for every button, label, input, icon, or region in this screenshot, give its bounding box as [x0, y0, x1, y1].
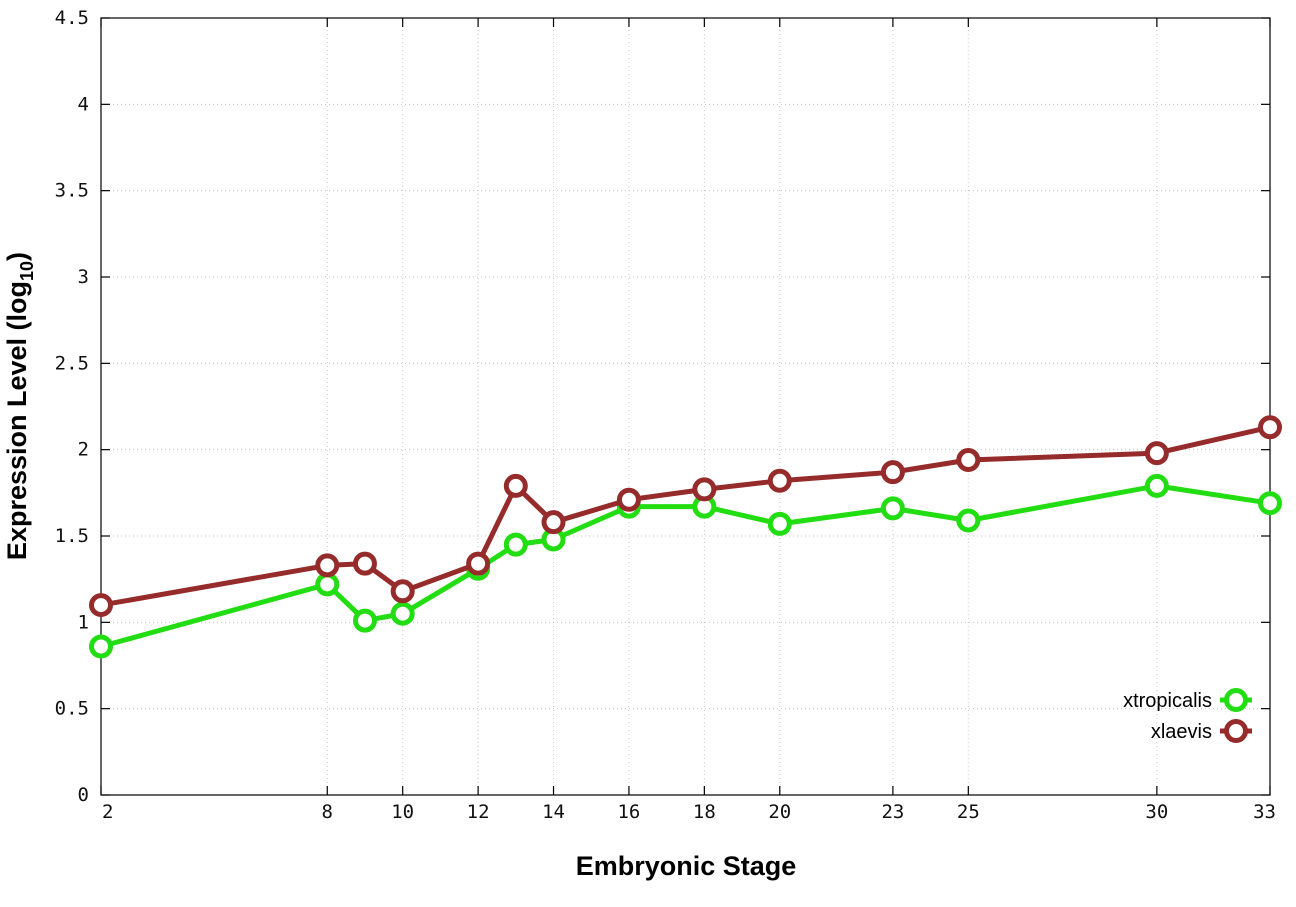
x-tick-label: 33 — [1253, 801, 1276, 823]
y-tick-label: 2 — [78, 439, 89, 461]
data-point-xlaevis — [767, 468, 792, 493]
x-tick-label: 8 — [322, 801, 333, 823]
plot-frame — [100, 17, 1271, 796]
series-layer — [89, 415, 1282, 659]
y-tick-label: 1 — [78, 611, 89, 633]
data-point-xtropicalis — [1144, 473, 1169, 498]
x-tick-label: 14 — [542, 801, 565, 823]
data-point-xtropicalis — [315, 572, 340, 597]
data-point-xlaevis — [466, 551, 491, 576]
data-point-xtropicalis — [880, 496, 905, 521]
data-point-xlaevis — [315, 553, 340, 578]
y-axis-title: Expression Level (log10) — [2, 252, 37, 560]
data-point-xtropicalis — [89, 634, 113, 659]
y-axis-title-main: Expression Level (log — [2, 281, 32, 560]
x-tick-label: 20 — [768, 801, 791, 823]
x-tick-label: 25 — [957, 801, 980, 823]
data-point-xtropicalis — [352, 608, 377, 633]
y-axis-title-subscript: 10 — [17, 261, 37, 281]
x-tick-label: 2 — [102, 801, 113, 823]
x-tick-label: 12 — [467, 801, 490, 823]
y-tick-label: 1.5 — [55, 525, 89, 547]
y-tick-label: 3 — [78, 266, 89, 288]
y-tick-label: 3.5 — [55, 180, 89, 202]
data-point-xlaevis — [1258, 415, 1282, 440]
data-point-xtropicalis — [1258, 491, 1282, 516]
y-tick-label: 4 — [78, 93, 89, 115]
y-tick-label: 0 — [78, 784, 89, 806]
series-line-xlaevis — [100, 424, 1271, 608]
data-point-xlaevis — [956, 448, 981, 473]
data-point-xlaevis — [692, 477, 717, 502]
data-point-xlaevis — [89, 593, 113, 618]
data-point-xlaevis — [1144, 441, 1169, 466]
legend-label: xlaevis — [1151, 721, 1212, 743]
data-point-xlaevis — [616, 487, 641, 512]
data-point-xlaevis — [880, 460, 905, 485]
x-axis-title: Embryonic Stage — [576, 851, 797, 881]
grid — [101, 18, 1270, 795]
y-tick-label: 2.5 — [55, 352, 89, 374]
legend: xtropicalis xlaevis — [1123, 688, 1252, 743]
x-tick-label: 10 — [391, 801, 414, 823]
axis-ticks: 0 0.5 1 1.5 2 2.5 3 3.5 4 4.5 2 8 10 12 14 16 18 20 23 25 30… — [55, 7, 1276, 823]
data-point-xlaevis — [352, 551, 377, 576]
data-point-xtropicalis — [503, 532, 528, 557]
data-point-xlaevis — [541, 510, 566, 535]
legend-label: xtropicalis — [1123, 690, 1212, 712]
legend-marker — [1224, 719, 1248, 743]
legend-marker — [1224, 688, 1248, 712]
data-point-xlaevis — [503, 473, 528, 498]
y-tick-label: 4.5 — [55, 7, 89, 29]
data-point-xtropicalis — [956, 508, 981, 533]
y-tick-label: 0.5 — [55, 698, 89, 720]
x-tick-label: 18 — [693, 801, 716, 823]
data-point-xlaevis — [390, 579, 415, 604]
x-tick-label: 30 — [1145, 801, 1168, 823]
x-tick-label: 16 — [617, 801, 640, 823]
data-point-xtropicalis — [767, 511, 792, 536]
x-tick-label: 23 — [881, 801, 904, 823]
data-point-xtropicalis — [390, 601, 415, 626]
y-axis-title-end: ) — [2, 252, 32, 261]
